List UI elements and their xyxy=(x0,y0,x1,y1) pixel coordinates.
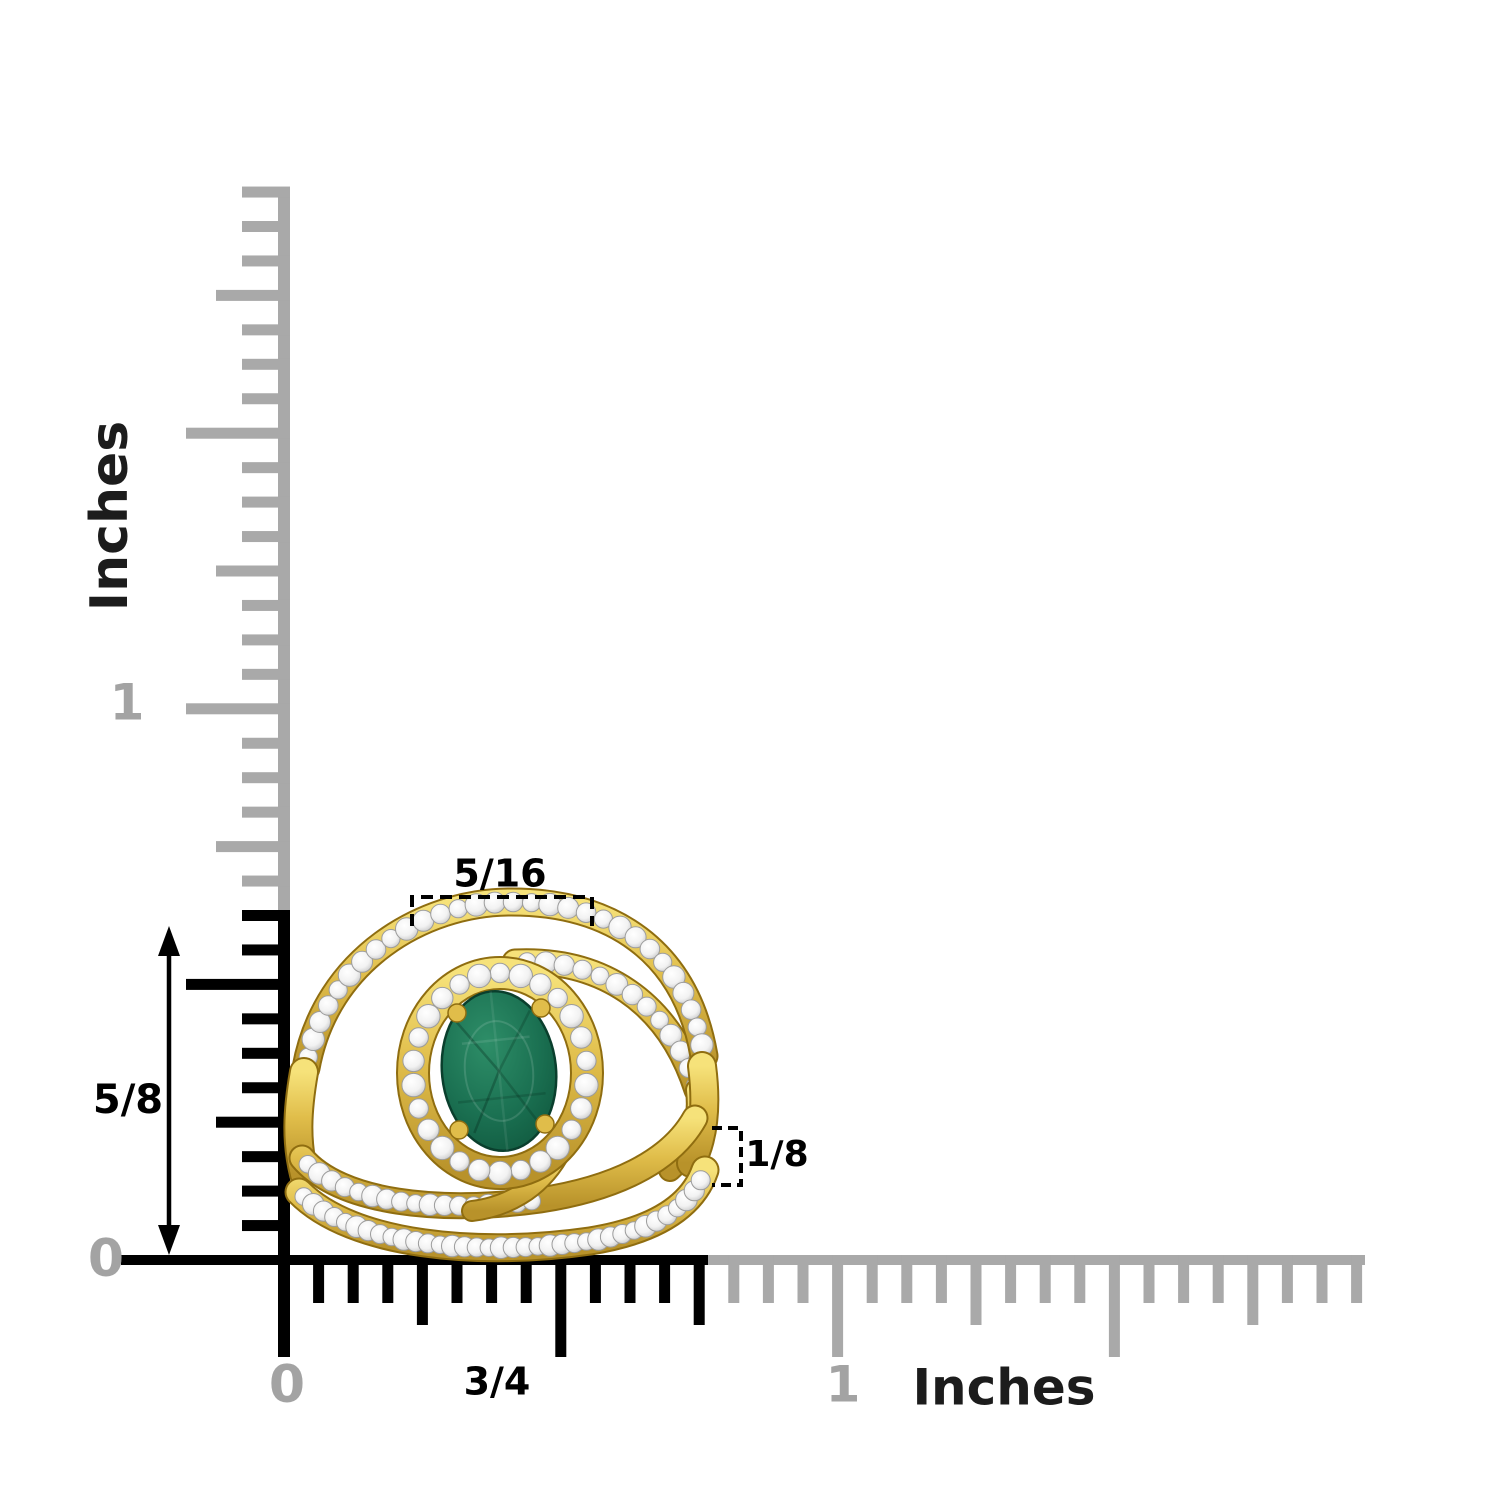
dimension-annotations xyxy=(158,895,743,1255)
shank-thickness-measurement-label: 1/8 xyxy=(745,1134,808,1175)
ring-height-measurement-label: 5/8 xyxy=(93,1077,163,1123)
horizontal-ruler-one-label: 1 xyxy=(826,1356,861,1414)
vertical-ruler-unit-label: Inches xyxy=(80,421,140,611)
vertical-inch-ruler xyxy=(186,186,290,1265)
horizontal-ruler-zero-label: 0 xyxy=(269,1355,305,1415)
horizontal-inch-ruler xyxy=(121,1255,1365,1357)
vertical-ruler-zero-label: 0 xyxy=(88,1229,124,1289)
horizontal-ruler-unit-label: Inches xyxy=(912,1359,1095,1417)
ring-width-measurement-label: 3/4 xyxy=(464,1360,531,1404)
vertical-ruler-one-label: 1 xyxy=(110,674,145,732)
band-top-width-measurement-label: 5/16 xyxy=(453,852,546,896)
emerald-diamond-gold-ring-photo xyxy=(283,887,720,1263)
